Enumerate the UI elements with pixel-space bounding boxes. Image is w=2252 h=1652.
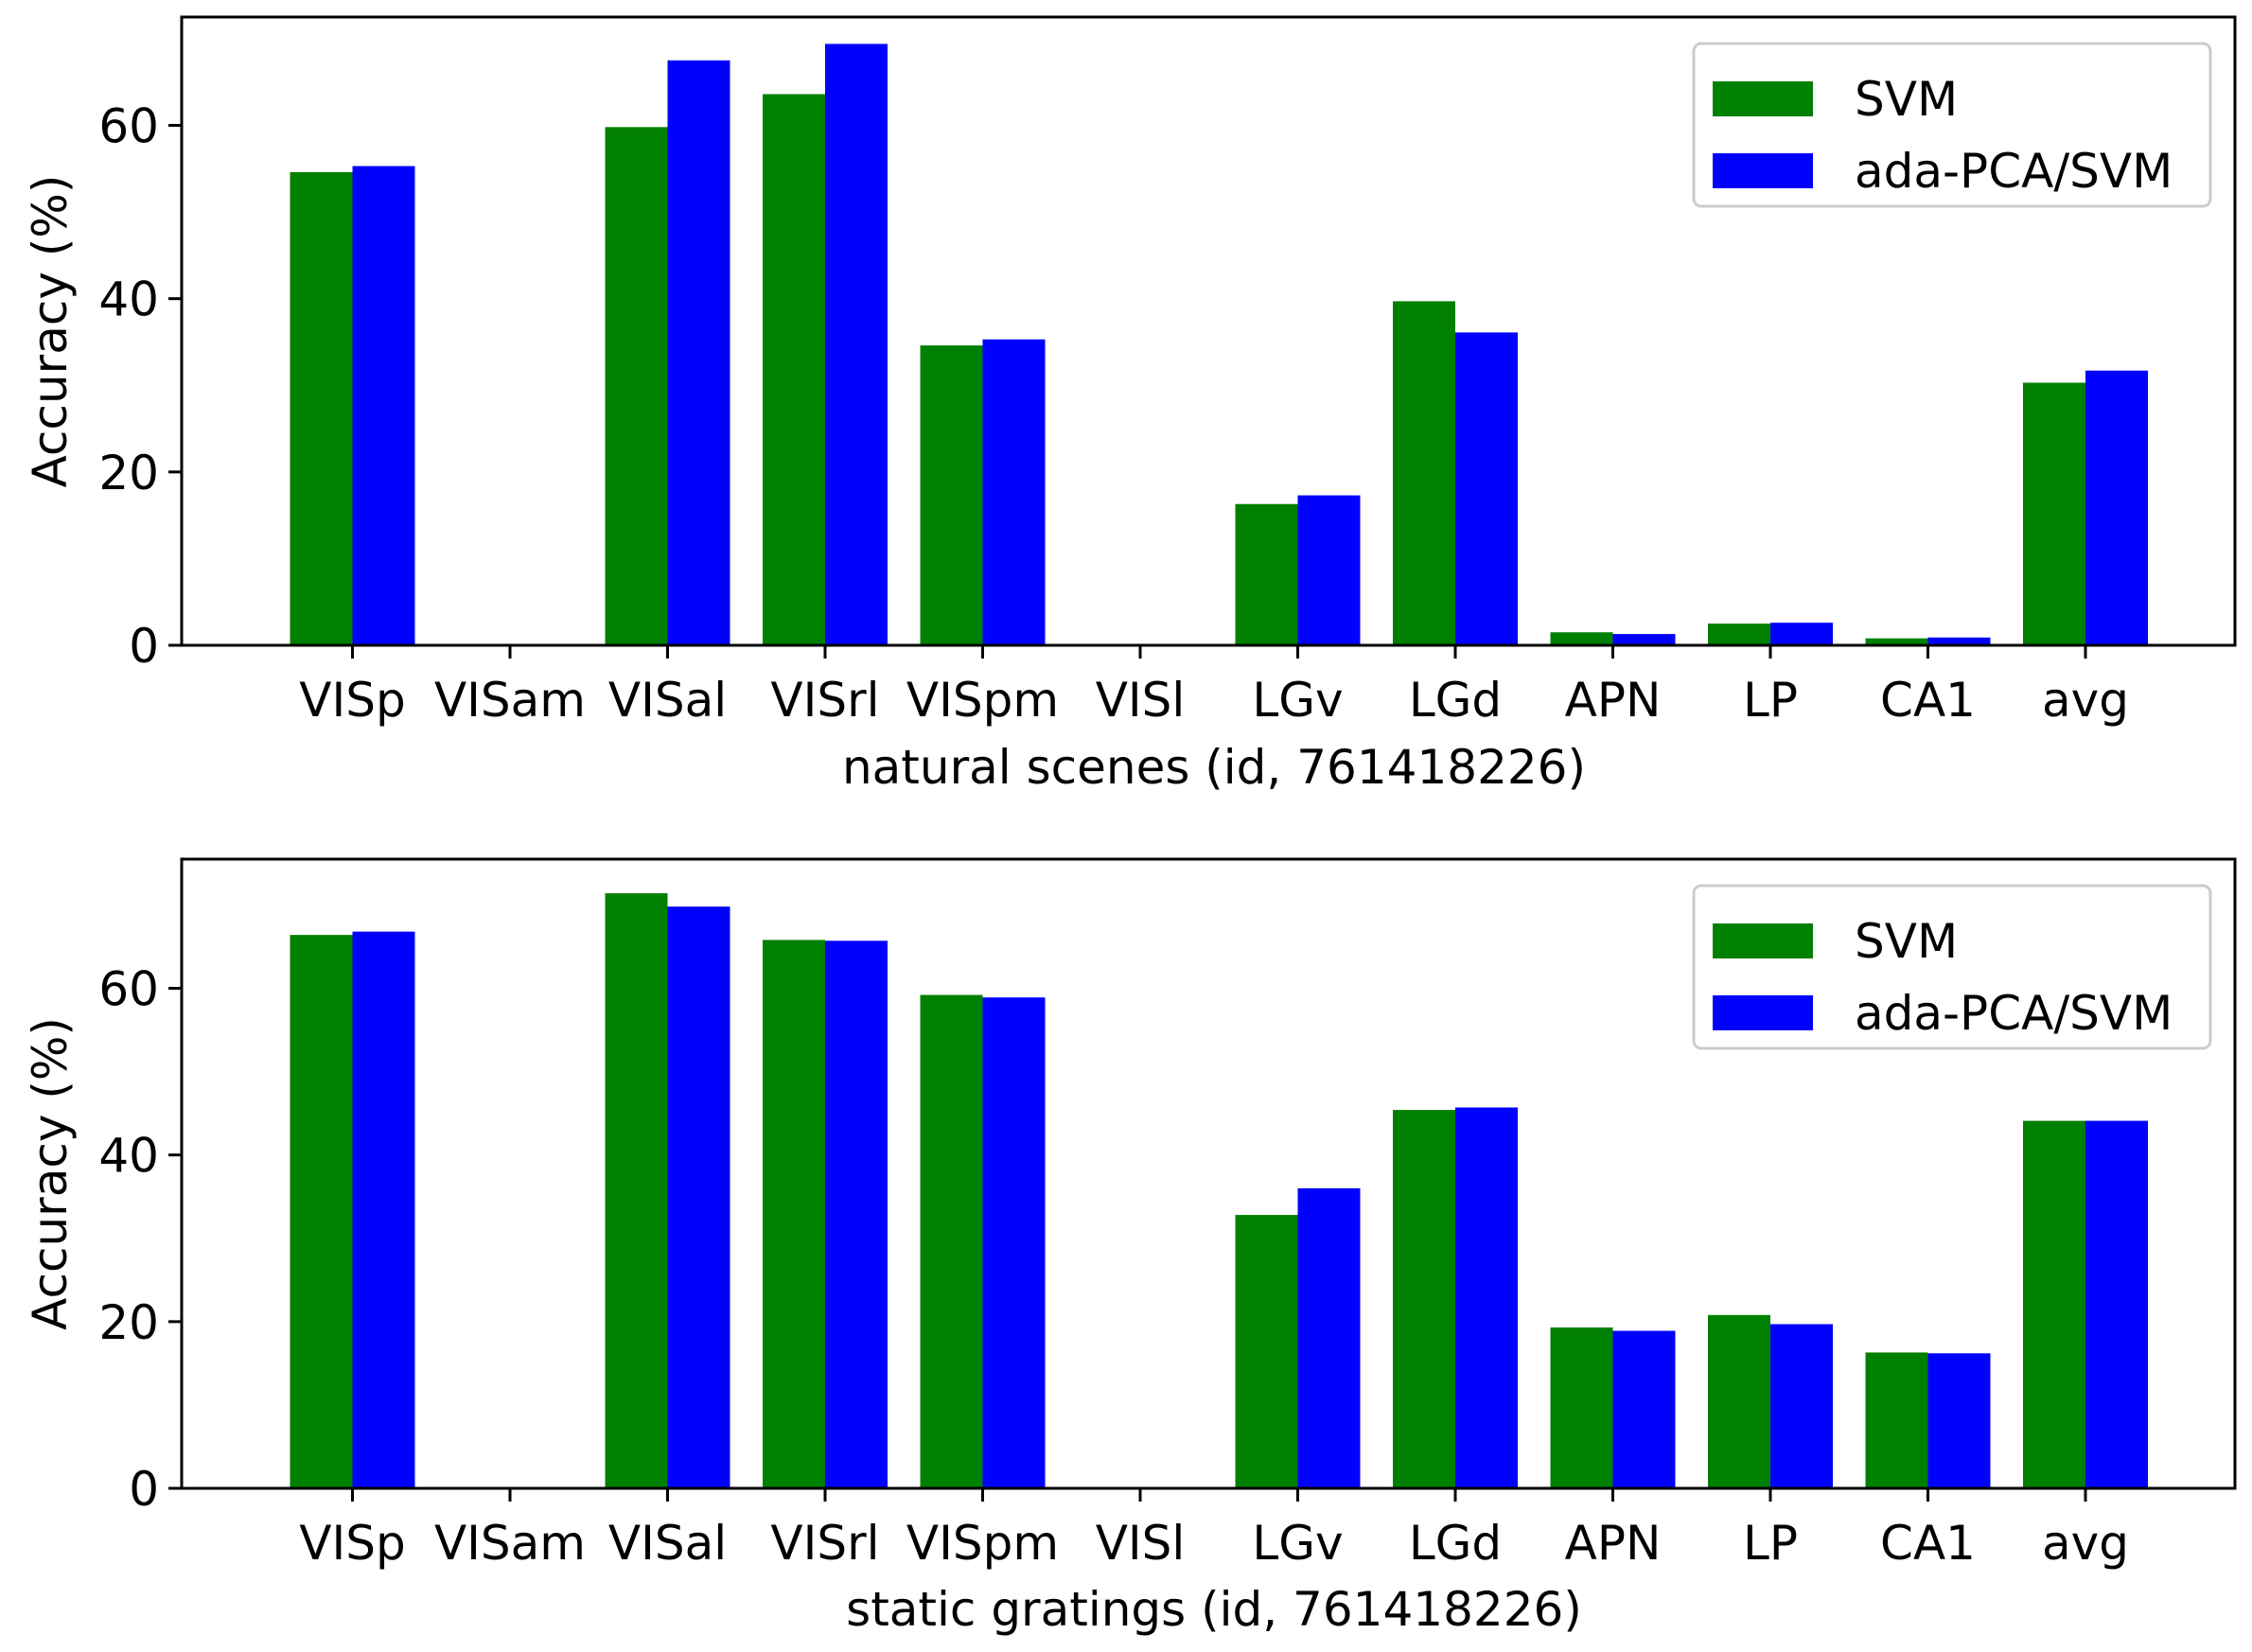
- bar-ada-pca-svm-ca1: [1927, 1353, 1991, 1488]
- x-tick-label-vispm: VISpm: [906, 1516, 1059, 1571]
- bar-svm-apn: [1550, 632, 1613, 645]
- bar-svm-lgd: [1393, 301, 1455, 645]
- y-tick-label: 40: [98, 1129, 159, 1184]
- bar-ada-pca-svm-apn: [1612, 1330, 1676, 1488]
- x-tick-label-visal: VISal: [608, 673, 727, 728]
- x-tick-label-lgv: LGv: [1252, 1516, 1343, 1571]
- y-tick-label: 0: [129, 619, 159, 674]
- bar-svm-lgv: [1235, 503, 1298, 645]
- legend-swatch-ada-pca-svm: [1713, 995, 1813, 1030]
- bar-ada-pca-svm-lgv: [1297, 495, 1361, 645]
- legend-swatch-svm: [1713, 923, 1813, 958]
- bar-svm-apn: [1550, 1327, 1613, 1488]
- bar-svm-visal: [605, 893, 668, 1488]
- y-axis-ticks: 0 20 40 60: [98, 962, 182, 1517]
- bar-ada-pca-svm-visp: [352, 166, 415, 646]
- natural-scenes-panel: 0 20 40 60 VISp VISam VISal VISrl VISpm VISl LGv L…: [23, 15, 2237, 795]
- bar-svm-ca1: [1865, 1352, 1928, 1488]
- legend-box: [1692, 884, 2212, 1050]
- x-tick-label-apn: APN: [1565, 1516, 1662, 1571]
- bar-ada-pca-svm-lgd: [1455, 1107, 1518, 1488]
- bar-svm-visrl: [763, 94, 825, 646]
- y-tick-label: 20: [98, 1295, 159, 1350]
- bar-svm-lgd: [1393, 1110, 1455, 1488]
- bar-svm-visp: [290, 171, 353, 645]
- bar-ada-pca-svm-visrl: [825, 940, 888, 1488]
- bar-svm-ca1: [1865, 638, 1928, 645]
- legend-label-svm: SVM: [1855, 914, 1958, 969]
- y-axis-label: Accuracy (%): [23, 175, 78, 488]
- x-axis-label: static gratings (id, 761418226): [846, 1582, 1582, 1637]
- x-axis-ticks: VISp VISam VISal VISrl VISpm VISl LGv LGd APN LP C…: [299, 645, 2129, 728]
- plot-frame: [180, 15, 2237, 647]
- bar-ada-pca-svm-lgv: [1297, 1187, 1361, 1488]
- legend: SVM ada-PCA/SVM: [1692, 884, 2212, 1050]
- bar-ada-pca-svm-visrl: [825, 44, 888, 645]
- bar-svm-avg: [2023, 1120, 2085, 1488]
- y-tick-label: 0: [129, 1462, 159, 1517]
- x-tick-label-visl: VISl: [1096, 673, 1186, 728]
- x-tick-label-ca1: CA1: [1880, 673, 1976, 728]
- y-tick-label: 60: [98, 962, 159, 1017]
- bar-ada-pca-svm-apn: [1612, 634, 1676, 645]
- bar-ada-pca-svm-ca1: [1927, 637, 1991, 645]
- bar-svm-vispm: [920, 994, 983, 1488]
- bar-ada-pca-svm-avg: [2085, 1120, 2148, 1488]
- x-tick-label-ca1: CA1: [1880, 1516, 1976, 1571]
- y-tick-label: 40: [98, 272, 159, 327]
- legend-label-svm: SVM: [1855, 72, 1958, 127]
- bar-ada-pca-svm-lp: [1770, 1324, 1833, 1488]
- x-tick-label-visam: VISam: [434, 673, 586, 728]
- bar-ada-pca-svm-visal: [667, 906, 730, 1488]
- plot-frame: [180, 857, 2237, 1490]
- legend-swatch-ada-pca-svm: [1713, 153, 1813, 188]
- x-tick-label-visrl: VISrl: [770, 1516, 879, 1571]
- legend-label-ada-pca-svm: ada-PCA/SVM: [1855, 144, 2173, 199]
- bar-group: [290, 893, 2148, 1488]
- x-axis-ticks: VISp VISam VISal VISrl VISpm VISl LGv LGd APN LP C…: [299, 1488, 2129, 1571]
- legend-label-ada-pca-svm: ada-PCA/SVM: [1855, 986, 2173, 1041]
- static-gratings-panel: 0 20 40 60 VISp VISam VISal VISrl VISpm VISl LGv L…: [23, 857, 2237, 1637]
- bar-ada-pca-svm-lp: [1770, 623, 1833, 645]
- x-tick-label-lgd: LGd: [1409, 1516, 1502, 1571]
- bar-ada-pca-svm-avg: [2085, 370, 2148, 645]
- bar-svm-avg: [2023, 382, 2085, 645]
- x-tick-label-avg: avg: [2042, 673, 2129, 728]
- x-tick-label-lgd: LGd: [1409, 673, 1502, 728]
- x-tick-label-visp: VISp: [299, 673, 405, 728]
- x-tick-label-visrl: VISrl: [770, 673, 879, 728]
- bar-group: [290, 44, 2148, 646]
- x-tick-label-avg: avg: [2042, 1516, 2129, 1571]
- legend-box: [1692, 42, 2212, 208]
- x-tick-label-visp: VISp: [299, 1516, 405, 1571]
- x-tick-label-visam: VISam: [434, 1516, 586, 1571]
- legend: SVM ada-PCA/SVM: [1692, 42, 2212, 208]
- bar-svm-lp: [1708, 1314, 1770, 1488]
- bar-svm-visrl: [763, 940, 825, 1488]
- x-tick-label-lgv: LGv: [1252, 673, 1343, 728]
- bar-svm-lp: [1708, 624, 1770, 645]
- y-tick-label: 20: [98, 446, 159, 501]
- bar-svm-visp: [290, 935, 353, 1488]
- bar-ada-pca-svm-lgd: [1455, 332, 1518, 645]
- bar-ada-pca-svm-visp: [352, 931, 415, 1488]
- x-tick-label-vispm: VISpm: [906, 673, 1059, 728]
- bar-ada-pca-svm-visal: [667, 60, 730, 646]
- x-tick-label-visal: VISal: [608, 1516, 727, 1571]
- bar-svm-vispm: [920, 345, 983, 645]
- x-tick-label-lp: LP: [1743, 1516, 1798, 1571]
- bar-ada-pca-svm-vispm: [982, 339, 1046, 645]
- x-tick-label-visl: VISl: [1096, 1516, 1186, 1571]
- x-axis-label: natural scenes (id, 761418226): [842, 740, 1586, 795]
- bar-ada-pca-svm-vispm: [982, 997, 1046, 1488]
- x-tick-label-apn: APN: [1565, 673, 1662, 728]
- y-axis-ticks: 0 20 40 60: [98, 98, 182, 674]
- y-axis-label: Accuracy (%): [23, 1017, 78, 1330]
- bar-svm-visal: [605, 127, 668, 646]
- legend-swatch-svm: [1713, 81, 1813, 116]
- bar-svm-lgv: [1235, 1215, 1298, 1488]
- y-tick-label: 60: [98, 98, 159, 153]
- x-tick-label-lp: LP: [1743, 673, 1798, 728]
